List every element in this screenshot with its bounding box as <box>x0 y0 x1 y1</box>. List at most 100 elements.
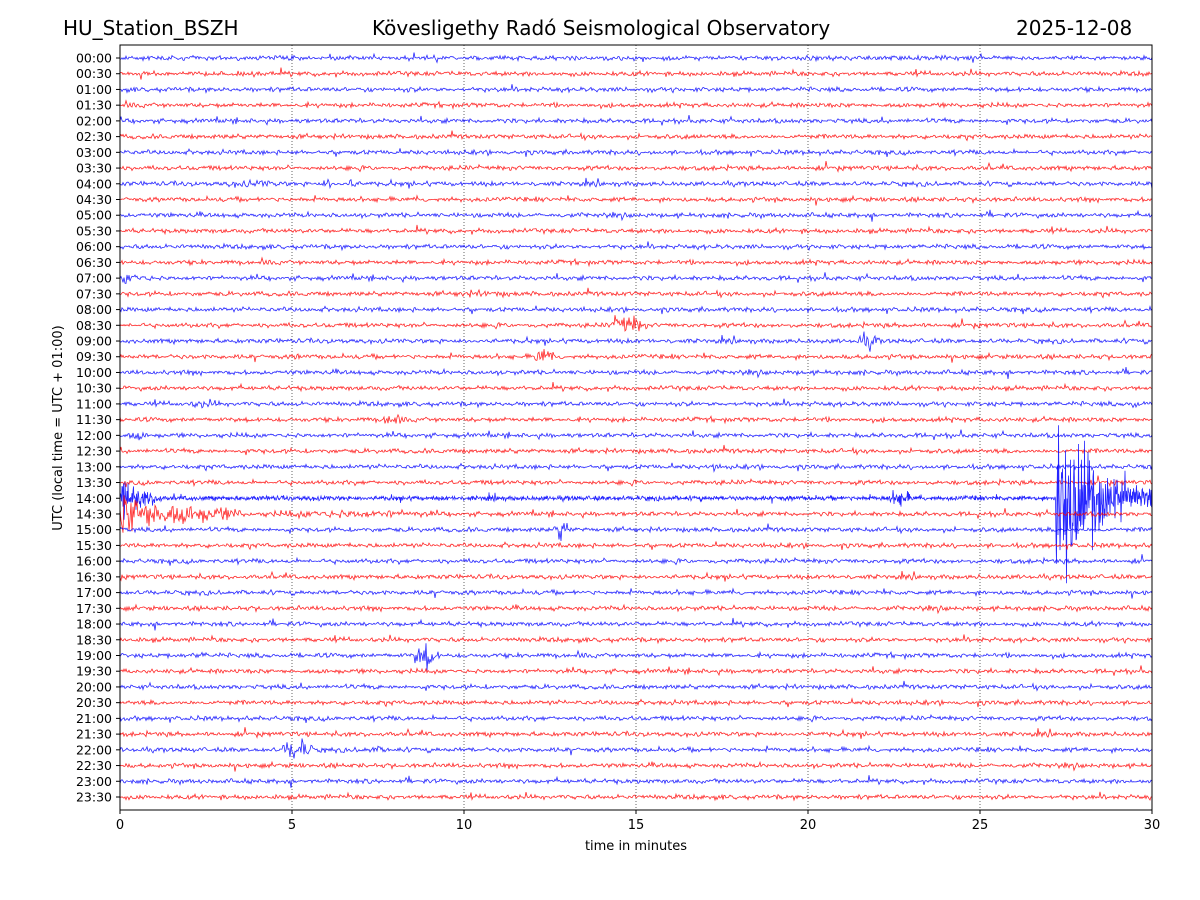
trace-0500 <box>119 209 1153 222</box>
row-label: 12:30 <box>76 444 112 459</box>
row-label: 13:00 <box>76 459 112 474</box>
row-label: 12:00 <box>76 428 112 443</box>
row-label: 11:30 <box>76 412 112 427</box>
x-tick-label: 25 <box>972 818 989 833</box>
row-label: 15:30 <box>76 538 112 553</box>
row-label: 16:00 <box>76 554 112 569</box>
trace-2330 <box>119 791 1153 802</box>
trace-1300 <box>119 462 1153 473</box>
trace-2230 <box>119 760 1153 772</box>
trace-0530 <box>119 224 1153 236</box>
row-label: 08:30 <box>76 318 112 333</box>
trace-0800 <box>119 305 1153 315</box>
trace-1400 <box>119 425 1153 584</box>
x-axis-label: time in minutes <box>585 839 687 854</box>
row-label: 14:30 <box>76 506 112 521</box>
row-label: 15:00 <box>76 522 112 537</box>
trace-0930 <box>119 349 1153 363</box>
row-label: 06:00 <box>76 239 112 254</box>
trace-1100 <box>119 398 1153 409</box>
trace-1830 <box>119 634 1153 645</box>
trace-1200 <box>119 429 1153 441</box>
trace-2100 <box>119 713 1153 723</box>
row-label: 14:00 <box>76 491 112 506</box>
axes-frame <box>119 44 1153 811</box>
trace-2300 <box>119 775 1153 788</box>
row-label: 23:30 <box>76 790 112 805</box>
trace-0230 <box>119 130 1153 142</box>
row-label: 22:30 <box>76 758 112 773</box>
trace-1530 <box>119 541 1153 551</box>
x-tick-label: 0 <box>116 818 124 833</box>
x-tick-label: 10 <box>456 818 473 833</box>
trace-1630 <box>119 570 1153 582</box>
trace-0830 <box>119 315 1152 332</box>
row-label: 22:00 <box>76 742 112 757</box>
trace-2130 <box>119 727 1153 739</box>
date: 2025-12-08 <box>1016 16 1133 40</box>
trace-1900 <box>119 643 1153 671</box>
row-label: 09:00 <box>76 334 112 349</box>
trace-0130 <box>119 99 1153 110</box>
trace-0200 <box>119 115 1153 126</box>
trace-0000 <box>120 52 1153 64</box>
row-label: 16:30 <box>76 569 112 584</box>
station-name: HU_Station_BSZH <box>63 16 239 40</box>
row-label: 04:00 <box>76 176 112 191</box>
y-axis-label: UTC (local time = UTC + 01:00) <box>51 325 66 530</box>
row-label: 03:30 <box>76 161 112 176</box>
trace-1730 <box>119 603 1153 615</box>
row-label: 00:00 <box>76 51 112 66</box>
row-label: 07:30 <box>76 286 112 301</box>
trace-0100 <box>119 84 1153 94</box>
row-label: 23:00 <box>76 774 112 789</box>
trace-1330 <box>119 475 1153 488</box>
row-label: 20:00 <box>76 679 112 694</box>
row-label: 05:30 <box>76 223 112 238</box>
x-tick-label: 5 <box>288 818 296 833</box>
trace-0330 <box>119 161 1153 173</box>
trace-1800 <box>119 617 1153 631</box>
row-label: 19:30 <box>76 664 112 679</box>
x-tick-label: 20 <box>800 818 817 833</box>
trace-1130 <box>119 413 1153 425</box>
trace-0400 <box>119 177 1153 190</box>
row-label: 01:30 <box>76 98 112 113</box>
row-label: 20:30 <box>76 695 112 710</box>
row-label: 04:30 <box>76 192 112 207</box>
row-label: 17:30 <box>76 601 112 616</box>
trace-0630 <box>119 256 1153 268</box>
row-label: 09:30 <box>76 349 112 364</box>
row-label: 10:00 <box>76 365 112 380</box>
trace-1030 <box>119 382 1153 393</box>
trace-1930 <box>119 665 1153 677</box>
row-label: 13:30 <box>76 475 112 490</box>
row-label: 03:00 <box>76 145 112 160</box>
row-label: 17:00 <box>76 585 112 600</box>
trace-0730 <box>120 287 1153 299</box>
row-label: 19:00 <box>76 648 112 663</box>
row-label: 21:00 <box>76 711 112 726</box>
row-label: 11:00 <box>76 396 112 411</box>
trace-2030 <box>119 697 1153 708</box>
trace-0430 <box>119 194 1153 206</box>
trace-1430 <box>119 495 1153 533</box>
row-label: 18:30 <box>76 632 112 647</box>
trace-0300 <box>119 147 1153 157</box>
x-tick-label: 15 <box>628 818 645 833</box>
trace-0700 <box>119 272 1153 284</box>
row-label: 10:30 <box>76 381 112 396</box>
trace-0030 <box>119 67 1153 80</box>
row-label: 05:00 <box>76 208 112 223</box>
row-label: 02:00 <box>76 113 112 128</box>
trace-2200 <box>119 738 1153 759</box>
trace-1500 <box>119 523 1153 542</box>
trace-1230 <box>119 444 1153 456</box>
chart-title: Kövesligethy Radó Seismological Observat… <box>372 16 831 40</box>
trace-0900 <box>119 331 1153 352</box>
row-label: 02:30 <box>76 129 112 144</box>
row-label: 07:00 <box>76 271 112 286</box>
trace-1000 <box>119 366 1153 379</box>
trace-1700 <box>119 587 1153 599</box>
